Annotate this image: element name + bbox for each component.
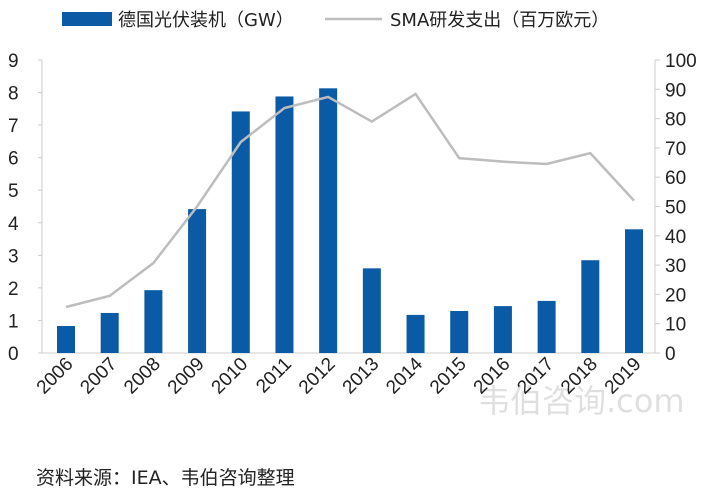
bar-2007 (100, 312, 119, 353)
x-tick-label: 2012 (295, 354, 340, 399)
left-tick-label: 3 (8, 246, 19, 267)
left-tick-label: 9 (8, 51, 19, 72)
watermark: 韦伯咨询.com (478, 382, 685, 420)
bar-2015 (450, 311, 469, 353)
left-tick-label: 5 (8, 181, 19, 202)
right-tick-label: 80 (665, 110, 686, 131)
bar-2008 (144, 290, 163, 353)
x-tick-label: 2014 (382, 353, 427, 398)
bar-2011 (275, 96, 294, 353)
bar-2019 (625, 229, 643, 353)
right-tick-label: 70 (665, 139, 686, 160)
right-tick-label: 20 (665, 285, 686, 306)
right-tick-label: 50 (665, 198, 686, 219)
x-tick-label: 2009 (164, 354, 209, 399)
x-tick-label: 2007 (76, 354, 121, 399)
x-tick-label: 2010 (208, 354, 253, 399)
right-tick-label: 0 (665, 344, 676, 365)
right-tick-label: 30 (665, 256, 686, 277)
bar-2012 (319, 88, 338, 353)
bar-2010 (231, 111, 250, 353)
left-tick-label: 1 (8, 311, 19, 332)
legend-bar-label: 德国光伏装机（GW） (118, 10, 294, 31)
right-tick-label: 90 (665, 80, 686, 101)
bar-2018 (581, 260, 600, 353)
bar-2006 (57, 325, 75, 353)
bar-2013 (362, 268, 381, 353)
legend-bar-swatch (62, 12, 112, 26)
right-tick-label: 40 (665, 227, 686, 248)
bar-2016 (493, 306, 512, 353)
source-note: 资料来源：IEA、韦伯咨询整理 (36, 467, 295, 489)
left-tick-label: 4 (8, 214, 19, 235)
right-tick-label: 100 (665, 51, 697, 72)
left-tick-label: 2 (8, 279, 19, 300)
x-tick-label: 2011 (252, 354, 296, 398)
left-tick-label: 0 (8, 344, 19, 365)
bar-2014 (406, 314, 425, 353)
x-tick-label: 2008 (120, 354, 165, 399)
line-series (65, 92, 635, 309)
left-tick-label: 6 (8, 149, 19, 170)
x-tick-label: 2013 (339, 354, 384, 399)
legend-line-label: SMA研发支出（百万欧元） (390, 10, 609, 31)
x-tick-label: 2006 (33, 354, 78, 399)
bar-2017 (537, 300, 556, 353)
x-tick-label: 2015 (426, 354, 471, 399)
bar-2009 (188, 209, 207, 353)
right-tick-label: 10 (665, 315, 686, 336)
right-tick-label: 60 (665, 168, 686, 189)
left-tick-label: 8 (8, 84, 19, 105)
chart-svg: 0123456789010203040506070809010020062007… (8, 10, 697, 399)
left-tick-label: 7 (8, 116, 19, 137)
